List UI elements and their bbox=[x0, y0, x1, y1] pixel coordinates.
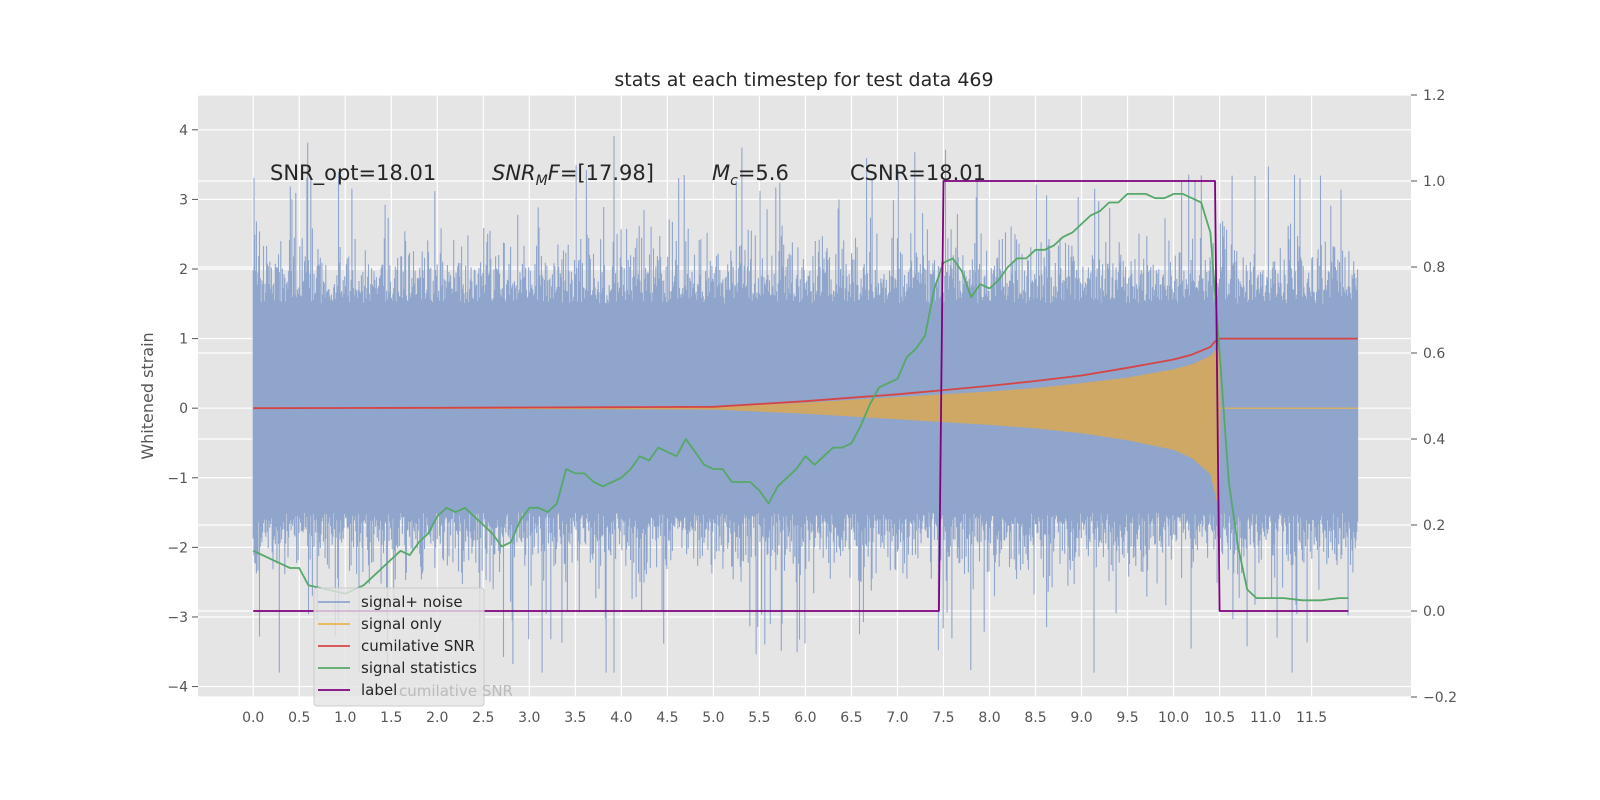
x-tick-label: 8.0 bbox=[978, 710, 1000, 726]
annotation-snr-mf-value: [17.98] bbox=[577, 161, 654, 185]
y-tick-label: 1 bbox=[179, 332, 188, 348]
annotation-mc: Mc=5.6 bbox=[712, 161, 789, 189]
y-axis-ticks: 4 3 2 1 0 −1 −2 −3 −4 bbox=[167, 123, 198, 696]
legend-label: signal+ noise bbox=[361, 593, 463, 611]
annotation-snr-mf: SNRMF=[17.98] bbox=[492, 161, 654, 189]
y-tick-label: 0 bbox=[179, 401, 188, 417]
x-tick-label: 3.0 bbox=[518, 710, 540, 726]
legend-background-text: cumilative SNR bbox=[399, 682, 513, 700]
y-tick-label: −2 bbox=[167, 540, 188, 556]
x-tick-label: 9.0 bbox=[1070, 710, 1092, 726]
series-lines bbox=[252, 180, 1358, 612]
x-tick-label: 1.0 bbox=[334, 710, 356, 726]
y-tick-label: −1 bbox=[167, 471, 188, 487]
y2-tick-label: −0.2 bbox=[1423, 690, 1457, 706]
annotation-mc-symbol: M bbox=[712, 161, 730, 185]
annotation-mc-value: =5.6 bbox=[738, 161, 789, 185]
legend-label: signal only bbox=[361, 615, 442, 633]
x-tick-label: 11.0 bbox=[1250, 710, 1281, 726]
legend: cumilative SNR signal+ noise signal only c… bbox=[313, 587, 513, 707]
y-axis-label: Whitened strain bbox=[138, 332, 157, 459]
x-tick-label: 4.0 bbox=[610, 710, 632, 726]
y2-tick-label: 0.6 bbox=[1423, 346, 1445, 362]
x-tick-label: 10.5 bbox=[1204, 710, 1235, 726]
y2-tick-label: 0.2 bbox=[1423, 518, 1445, 534]
x-tick-label: 1.5 bbox=[380, 710, 402, 726]
x-tick-label: 3.5 bbox=[564, 710, 586, 726]
y-tick-label: −4 bbox=[167, 680, 188, 696]
x-tick-label: 5.5 bbox=[748, 710, 770, 726]
x-tick-label: 5.0 bbox=[702, 710, 724, 726]
annotation-snr-mf-sub: M bbox=[536, 173, 548, 189]
legend-label: cumilative SNR bbox=[361, 637, 475, 655]
annotation-snr-opt: SNR_opt=18.01 bbox=[270, 161, 436, 186]
annotation-csnr: CSNR=18.01 bbox=[850, 161, 986, 185]
y-tick-label: −3 bbox=[167, 610, 188, 626]
series-line-cumilative-snr bbox=[253, 337, 1358, 410]
x-tick-label: 2.0 bbox=[426, 710, 448, 726]
legend-label: label bbox=[361, 681, 397, 699]
signal-only-envelope bbox=[253, 345, 1358, 513]
y2-tick-label: 0.0 bbox=[1423, 604, 1445, 620]
chart-title: stats at each timestep for test data 469 bbox=[614, 69, 993, 91]
annotation-snr-mf-symbol: SNR bbox=[492, 161, 536, 185]
legend-label: signal statistics bbox=[361, 659, 477, 677]
x-tick-label: 8.5 bbox=[1024, 710, 1046, 726]
x-tick-label: 6.0 bbox=[794, 710, 816, 726]
x-tick-label: 4.5 bbox=[656, 710, 678, 726]
y2-tick-label: 1.2 bbox=[1423, 88, 1445, 104]
x-tick-label: 0.5 bbox=[288, 710, 310, 726]
legend-items: signal+ noise signal only cumilative SNR si… bbox=[318, 593, 477, 699]
x-axis-ticks: 0.0 0.5 1.0 1.5 2.0 2.5 3.0 3.5 4.0 4.5 5.0 5.5 6.0 6… bbox=[242, 710, 1327, 726]
x-tick-label: 6.5 bbox=[840, 710, 862, 726]
x-tick-label: 0.0 bbox=[242, 710, 264, 726]
x-tick-label: 2.5 bbox=[472, 710, 494, 726]
y-tick-label: 2 bbox=[179, 262, 188, 278]
x-tick-label: 7.0 bbox=[886, 710, 908, 726]
x-tick-label: 11.5 bbox=[1296, 710, 1327, 726]
x-tick-label: 10.0 bbox=[1158, 710, 1189, 726]
annotation-snr-mf-tail: F= bbox=[548, 161, 578, 185]
x-tick-label: 7.5 bbox=[932, 710, 954, 726]
annotation-mc-sub: c bbox=[730, 173, 738, 189]
y-tick-label: 4 bbox=[179, 123, 188, 139]
y-tick-label: 3 bbox=[179, 192, 188, 208]
y2-tick-label: 1.0 bbox=[1423, 174, 1445, 190]
series-line-label bbox=[253, 180, 1349, 612]
legend-box bbox=[313, 587, 485, 707]
y2-axis-ticks: 1.2 1.0 0.8 0.6 0.4 0.2 0.0 −0.2 bbox=[1411, 88, 1457, 706]
y2-tick-label: 0.8 bbox=[1423, 260, 1445, 276]
x-tick-label: 9.5 bbox=[1116, 710, 1138, 726]
series-line-signal-statistics bbox=[252, 193, 1349, 602]
y2-tick-label: 0.4 bbox=[1423, 432, 1445, 448]
series-signal-only bbox=[253, 345, 1358, 513]
